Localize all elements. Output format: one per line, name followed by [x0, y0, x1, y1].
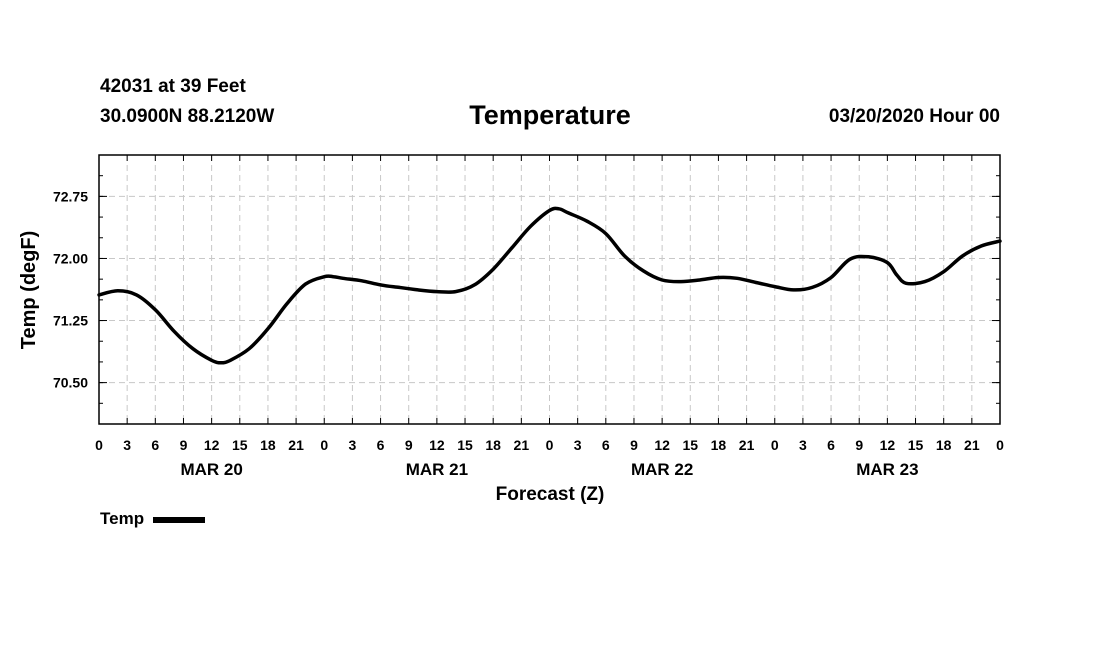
x-tick-label: 21	[514, 437, 530, 453]
legend-label: Temp	[100, 509, 145, 528]
x-tick-label: 12	[429, 437, 445, 453]
x-tick-label: 15	[232, 437, 248, 453]
y-tick-label: 70.50	[53, 375, 88, 391]
coordinates-label: 30.0900N 88.2120W	[100, 106, 275, 127]
plot-frame	[98, 154, 1001, 425]
x-tick-label: 12	[654, 437, 670, 453]
x-tick-label: 0	[771, 437, 779, 453]
x-tick-label: 18	[711, 437, 727, 453]
y-axis-label: Temp (degF)	[18, 231, 40, 350]
x-tick-label: 9	[630, 437, 638, 453]
station-label: 42031 at 39 Feet	[100, 76, 246, 97]
x-tick-label: 6	[151, 437, 159, 453]
x-tick-label: 9	[405, 437, 413, 453]
x-tick-label: 21	[288, 437, 304, 453]
x-tick-label: 0	[95, 437, 103, 453]
x-tick-label: 3	[799, 437, 807, 453]
x-axis-label: Forecast (Z)	[496, 484, 605, 505]
chart-title: Temperature	[469, 100, 631, 130]
grid-lines	[99, 155, 1000, 424]
temp-series-line	[97, 206, 1002, 365]
date-label: MAR 20	[180, 460, 242, 479]
x-tick-label: 12	[880, 437, 896, 453]
x-tick-label: 0	[546, 437, 554, 453]
x-tick-label: 3	[349, 437, 357, 453]
x-tick-label: 0	[320, 437, 328, 453]
date-label: MAR 23	[856, 460, 918, 479]
y-tick-label: 72.00	[53, 250, 88, 266]
x-tick-label: 18	[260, 437, 276, 453]
x-tick-label: 15	[908, 437, 924, 453]
tick-labels: 0 3 6 9 12 15 18 21 0 3 6 9 12 15 18 21 0 3 6 9 12 15 18 21 0 3 6 9…	[53, 188, 1004, 479]
y-tick-label: 72.75	[53, 188, 88, 204]
date-label: MAR 22	[631, 460, 693, 479]
x-tick-label: 9	[180, 437, 188, 453]
x-tick-label: 6	[602, 437, 610, 453]
x-tick-label: 3	[123, 437, 131, 453]
x-tick-label: 18	[485, 437, 501, 453]
x-tick-label: 6	[377, 437, 385, 453]
x-tick-label: 3	[574, 437, 582, 453]
x-tick-label: 21	[739, 437, 755, 453]
run-time-label: 03/20/2020 Hour 00	[828, 106, 1000, 127]
x-tick-label: 15	[682, 437, 698, 453]
x-tick-label: 18	[936, 437, 952, 453]
legend: Temp	[100, 509, 206, 529]
x-tick-label: 9	[855, 437, 863, 453]
x-tick-label: 15	[457, 437, 473, 453]
x-tick-label: 0	[996, 437, 1004, 453]
legend-swatch	[153, 517, 206, 523]
x-tick-label: 6	[827, 437, 835, 453]
x-tick-label: 12	[204, 437, 220, 453]
date-label: MAR 21	[406, 460, 468, 479]
y-tick-label: 71.25	[53, 313, 88, 329]
x-tick-label: 21	[964, 437, 980, 453]
